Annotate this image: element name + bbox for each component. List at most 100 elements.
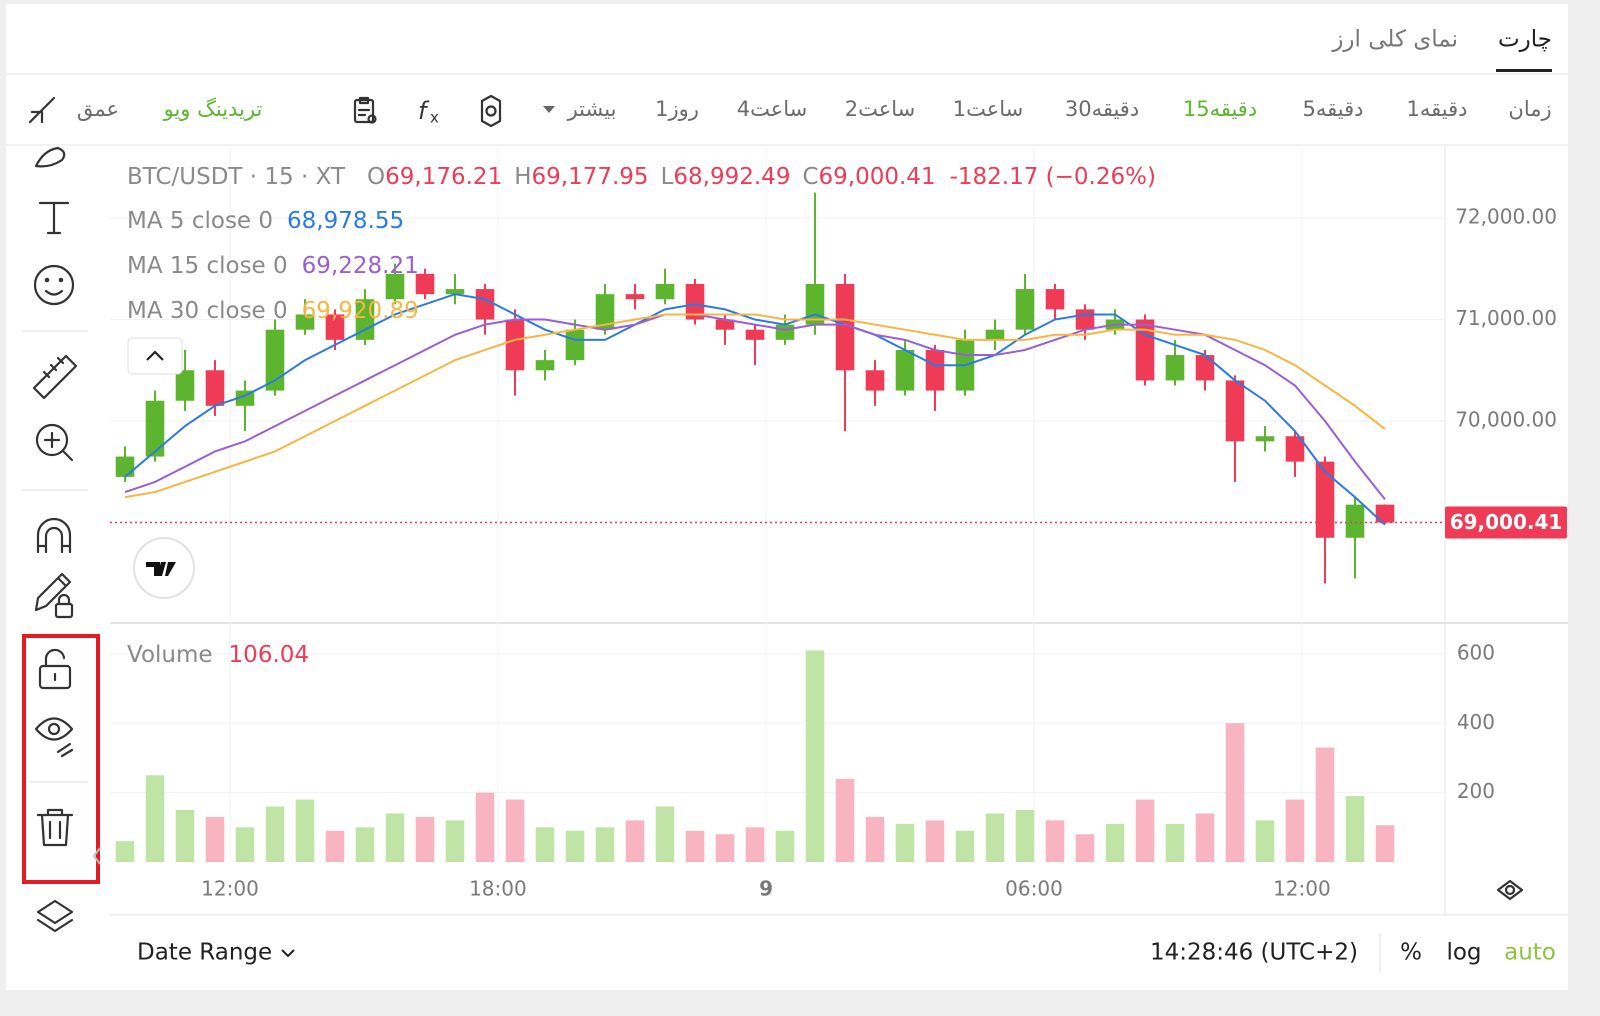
candle-body bbox=[925, 349, 945, 391]
candle-body bbox=[1165, 355, 1185, 381]
volume-bar bbox=[925, 820, 945, 862]
x-tick-label: 18:00 bbox=[469, 877, 527, 901]
interval[interactable]: 4ساعت bbox=[737, 97, 808, 121]
volume-bar bbox=[1195, 813, 1215, 862]
emoji-icon[interactable] bbox=[33, 264, 75, 306]
plot: 12:00 18:00 9 06:00 12:00 70,000.00 71,000.00 7… bbox=[110, 148, 1567, 901]
text-icon[interactable] bbox=[38, 201, 70, 235]
volume-value: 106.04 bbox=[229, 642, 309, 668]
expand-arrow[interactable] bbox=[92, 847, 101, 865]
candle-body bbox=[325, 314, 345, 340]
candle-body bbox=[1015, 289, 1035, 330]
candle-body bbox=[535, 360, 555, 371]
ruler-icon[interactable] bbox=[32, 354, 78, 400]
ohlc-value: 69,176.21 bbox=[385, 164, 502, 190]
y-tick-label: 72,000.00 bbox=[1455, 205, 1557, 229]
indicators-icon[interactable]: x bbox=[430, 109, 439, 127]
moving-average bbox=[124, 293, 1386, 526]
candle-body bbox=[295, 314, 315, 330]
volume-bar bbox=[355, 827, 375, 862]
interval[interactable]: 2ساعت bbox=[845, 97, 916, 121]
interval[interactable]: 1ساعت bbox=[953, 97, 1024, 121]
chevron bbox=[281, 949, 295, 958]
depth-link[interactable]: عمق bbox=[77, 97, 119, 121]
symbol: BTC/USDT · 15 · XT bbox=[127, 164, 346, 190]
candle-body bbox=[775, 324, 795, 340]
brush-icon[interactable] bbox=[34, 146, 66, 168]
volume-bar bbox=[1075, 834, 1095, 862]
candle-body bbox=[685, 284, 705, 320]
tab-underline bbox=[1496, 69, 1552, 72]
tv-logo-mark bbox=[146, 562, 176, 576]
delete-icon[interactable] bbox=[36, 808, 74, 847]
collapse-icon[interactable] bbox=[28, 96, 56, 124]
y-tick-label: 200 bbox=[1457, 779, 1495, 803]
interval[interactable]: 15دقیقه bbox=[1183, 97, 1257, 121]
volume-bar bbox=[595, 827, 615, 862]
candle-body bbox=[565, 329, 585, 361]
ohlc-value: 69,000.41 bbox=[819, 164, 936, 190]
moving-average bbox=[124, 313, 1386, 499]
ma-legend-entry: MA 5 close 0 68,978.55 bbox=[127, 208, 404, 234]
lock-drawings-icon[interactable] bbox=[34, 572, 74, 619]
volume-bar bbox=[1045, 820, 1065, 862]
volume-bar bbox=[775, 830, 795, 862]
volume-bar bbox=[385, 813, 405, 862]
candle-body bbox=[985, 329, 1005, 340]
ohlc-label: H bbox=[514, 164, 531, 190]
ma-value: 69,228.21 bbox=[302, 253, 419, 279]
log-toggle[interactable]: log bbox=[1446, 940, 1481, 966]
x-tick-label: 9 bbox=[759, 877, 773, 901]
magnet-icon[interactable] bbox=[36, 517, 72, 554]
candle-body bbox=[835, 284, 855, 371]
interval[interactable]: 5دقیقه bbox=[1303, 97, 1364, 121]
template-icon[interactable] bbox=[353, 96, 377, 124]
auto-toggle[interactable]: auto bbox=[1504, 940, 1556, 966]
volume-name: Volume bbox=[127, 642, 213, 668]
candle-body bbox=[715, 319, 735, 330]
percent-toggle[interactable]: % bbox=[1400, 940, 1422, 966]
candle-body bbox=[655, 284, 675, 300]
tab[interactable]: نمای کلی ارز bbox=[1331, 27, 1458, 53]
more-menu[interactable]: بیشتر bbox=[567, 97, 617, 121]
interval[interactable]: 30دقیقه bbox=[1065, 97, 1139, 121]
volume-bar bbox=[715, 834, 735, 862]
settings-icon[interactable] bbox=[1496, 879, 1524, 901]
unlock-icon[interactable] bbox=[38, 648, 72, 690]
date-range[interactable]: Date Range bbox=[137, 940, 272, 966]
volume-bar bbox=[1285, 799, 1305, 862]
candle-body bbox=[265, 329, 285, 391]
last-price-label: 69,000.41 bbox=[1450, 510, 1563, 534]
volume-bar bbox=[895, 823, 915, 862]
interval[interactable]: 1دقیقه bbox=[1407, 97, 1468, 121]
ma-value: 69,920.89 bbox=[302, 298, 419, 324]
hide-icon[interactable] bbox=[34, 717, 74, 758]
volume-bar bbox=[535, 827, 555, 862]
volume-bar bbox=[175, 809, 195, 862]
ohlc-value: 68,992.49 bbox=[673, 164, 790, 190]
ma-value: 68,978.55 bbox=[287, 208, 404, 234]
volume-bar bbox=[1345, 796, 1365, 862]
candle-body bbox=[895, 349, 915, 391]
volume-bar bbox=[835, 778, 855, 862]
highlight-box bbox=[22, 634, 100, 884]
interval[interactable]: 1روز bbox=[655, 97, 699, 121]
ma-legend-entry: MA 30 close 0 69,920.89 bbox=[127, 298, 419, 324]
candle-body bbox=[1045, 289, 1065, 310]
volume-bar bbox=[685, 830, 705, 862]
tab[interactable]: چارت bbox=[1498, 27, 1552, 53]
zoom-icon[interactable] bbox=[35, 423, 74, 462]
change: -182.17 (−0.26%) bbox=[950, 164, 1156, 190]
tradingview-link[interactable]: تریدینگ ویو bbox=[163, 97, 263, 121]
caret bbox=[543, 106, 555, 113]
settings-icon[interactable] bbox=[480, 94, 502, 128]
collapse-legend[interactable] bbox=[127, 337, 183, 375]
candle-body bbox=[1135, 319, 1155, 381]
candle-body bbox=[1255, 436, 1275, 442]
ma-name: MA 5 close 0 bbox=[127, 208, 273, 234]
ohlc-label: L bbox=[661, 164, 674, 190]
ma-legend-entry: MA 15 close 0 69,228.21 bbox=[127, 253, 419, 279]
volume-bar bbox=[565, 830, 585, 862]
layers-icon[interactable] bbox=[36, 899, 74, 933]
